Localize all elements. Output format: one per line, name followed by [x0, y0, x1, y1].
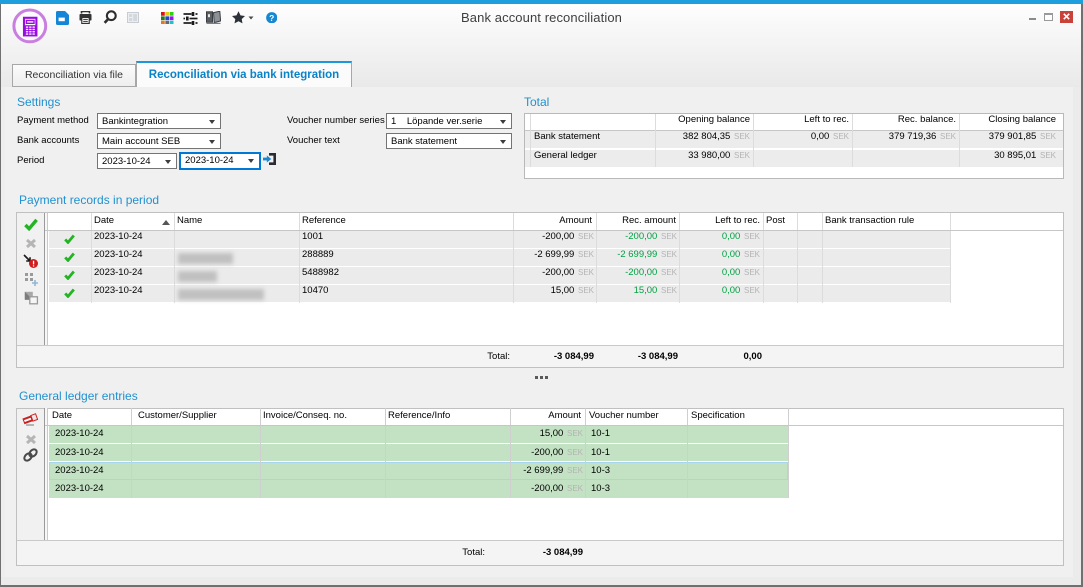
svg-text:?: ?	[269, 12, 274, 22]
